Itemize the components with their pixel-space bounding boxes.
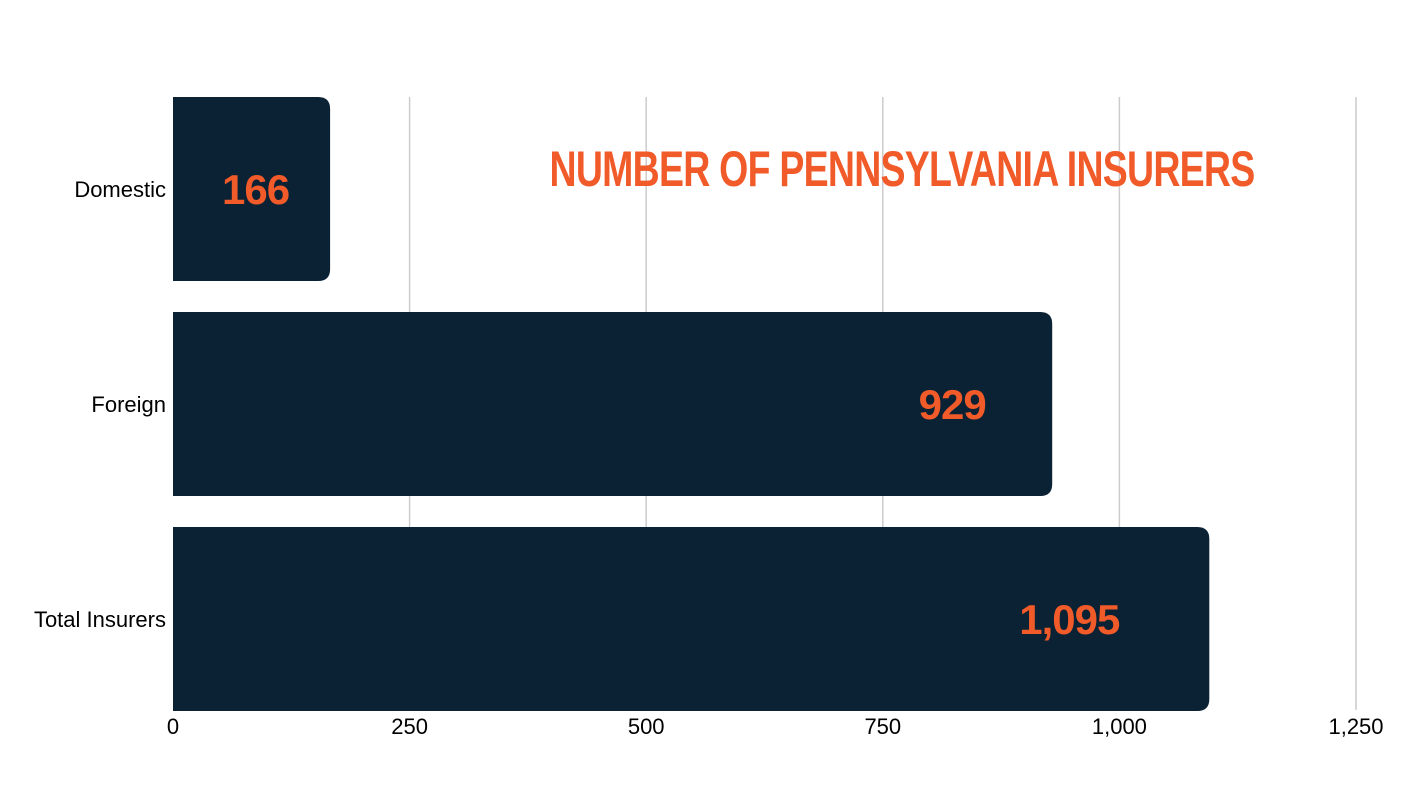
bar-total-insurers: [173, 527, 1210, 711]
x-tick-label-5: 1,250: [1328, 714, 1383, 739]
bar-domestic: [173, 97, 331, 281]
x-axis-tick-labels: 0 250 500 750 1,000 1,250: [167, 714, 1384, 739]
category-labels: Domestic Foreign Total Insurers: [34, 177, 166, 632]
data-label-domestic: 166: [222, 166, 289, 213]
data-label-foreign: 929: [919, 381, 986, 428]
bar-foreign: [173, 312, 1053, 496]
x-tick-label-0: 0: [167, 714, 179, 739]
chart-title: NUMBER OF PENNSYLVANIA INSURERS: [550, 141, 1255, 197]
x-tick-label-4: 1,000: [1092, 714, 1147, 739]
category-label-total-insurers: Total Insurers: [34, 607, 166, 632]
bars: [173, 97, 1210, 711]
category-label-domestic: Domestic: [74, 177, 166, 202]
category-label-foreign: Foreign: [91, 392, 166, 417]
x-tick-label-1: 250: [391, 714, 428, 739]
x-tick-label-3: 750: [864, 714, 901, 739]
data-labels: 166 929 1,095: [222, 166, 1121, 643]
data-label-total-insurers: 1,095: [1019, 596, 1120, 643]
x-tick-label-2: 500: [628, 714, 665, 739]
